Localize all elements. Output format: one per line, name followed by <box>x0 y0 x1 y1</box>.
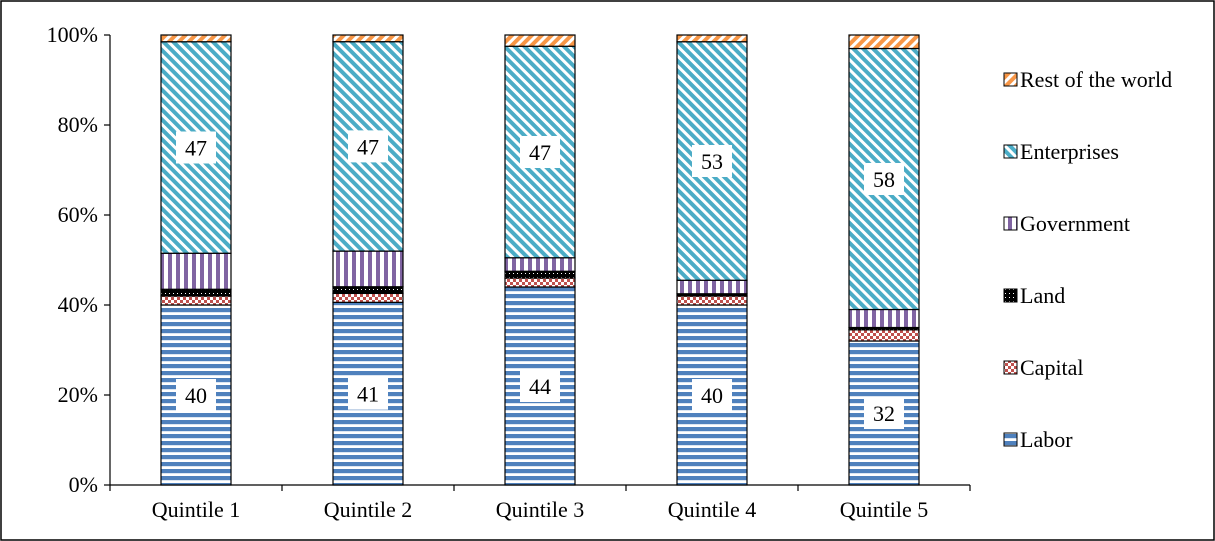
bar-government-quintile-5 <box>848 308 920 329</box>
bar-rest-of-the-world-quintile-1 <box>160 34 232 43</box>
y-tick-label: 80% <box>58 112 98 137</box>
data-label-labor-quintile-4: 40 <box>701 383 723 408</box>
data-label-box <box>864 163 904 195</box>
x-axis: Quintile 1 Quintile 2 Quintile 3 Quintile 4… <box>109 484 971 522</box>
data-label-enterprises-quintile-3: 47 <box>529 140 551 165</box>
bar-capital-quintile-1 <box>160 295 232 306</box>
bar-rest-of-the-world-quintile-3 <box>504 34 576 47</box>
x-tick-label: Quintile 3 <box>496 497 585 522</box>
legend-label-labor: Labor <box>1020 427 1073 452</box>
bar-rest-of-the-world-quintile-2 <box>332 34 404 43</box>
data-label-box <box>348 130 388 163</box>
data-label-labor-quintile-2: 41 <box>357 382 379 407</box>
bar-land-quintile-3 <box>504 270 576 279</box>
y-tick-label: 40% <box>58 292 98 317</box>
y-axis: 0% 20% 40% 60% 80% 100% <box>47 22 111 497</box>
y-tick-label: 60% <box>58 202 98 227</box>
data-label-box <box>520 136 560 168</box>
data-label-enterprises-quintile-5: 58 <box>873 167 895 192</box>
legend-swatch-capital <box>1003 360 1018 375</box>
data-label-enterprises-quintile-1: 47 <box>185 136 207 161</box>
data-label-enterprises-quintile-4: 53 <box>701 149 723 174</box>
bar-capital-quintile-3 <box>504 277 576 288</box>
legend-swatch-government <box>1003 216 1018 231</box>
y-tick-label: 100% <box>47 22 98 47</box>
legend-label-capital: Capital <box>1020 355 1084 380</box>
bar-rest-of-the-world-quintile-4 <box>676 34 748 43</box>
bar-land-quintile-2 <box>332 286 404 295</box>
x-tick-label: Quintile 5 <box>840 497 929 522</box>
legend-swatch-labor <box>1003 432 1018 447</box>
data-label-box <box>864 397 904 429</box>
data-labels: 40 47 41 47 44 47 40 53 32 58 <box>176 130 904 429</box>
bar-government-quintile-2 <box>332 250 404 288</box>
bar-capital-quintile-5 <box>848 329 920 342</box>
data-label-box <box>348 377 388 410</box>
y-tick-label: 0% <box>69 472 98 497</box>
bar-land-quintile-1 <box>160 288 232 297</box>
legend-swatch-rest-of-the-world <box>1003 72 1018 87</box>
data-label-box <box>520 370 560 402</box>
data-label-labor-quintile-1: 40 <box>185 383 207 408</box>
bar-government-quintile-4 <box>676 279 748 295</box>
legend-swatch-enterprises <box>1003 144 1018 159</box>
legend-label-rest-of-the-world: Rest of the world <box>1020 67 1172 92</box>
bar-capital-quintile-4 <box>676 295 748 306</box>
bar-capital-quintile-2 <box>332 292 404 303</box>
x-tick-label: Quintile 4 <box>668 497 757 522</box>
data-label-box <box>692 145 732 177</box>
legend-label-land: Land <box>1020 283 1065 308</box>
data-label-box <box>692 379 732 411</box>
bar-government-quintile-1 <box>160 252 232 290</box>
x-tick-label: Quintile 2 <box>324 497 413 522</box>
legend-label-government: Government <box>1020 211 1130 236</box>
data-label-labor-quintile-5: 32 <box>873 401 895 426</box>
data-label-enterprises-quintile-2: 47 <box>357 134 379 159</box>
bars <box>160 34 920 486</box>
data-label-labor-quintile-3: 44 <box>529 374 551 399</box>
legend-label-enterprises: Enterprises <box>1020 139 1119 164</box>
bar-rest-of-the-world-quintile-5 <box>848 34 920 50</box>
legend: Rest of the world Enterprises Government La… <box>1003 67 1172 452</box>
bar-government-quintile-3 <box>504 257 576 272</box>
legend-swatch-land <box>1003 288 1018 303</box>
x-tick-label: Quintile 1 <box>152 497 241 522</box>
data-label-box <box>176 379 216 411</box>
data-label-box <box>176 131 216 164</box>
y-tick-label: 20% <box>58 382 98 407</box>
